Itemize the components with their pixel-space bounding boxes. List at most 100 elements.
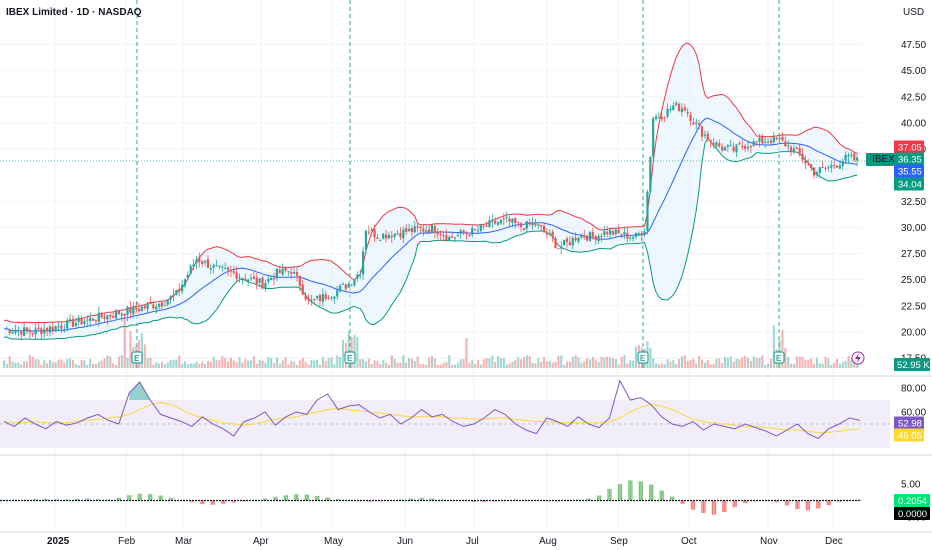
macd-histogram-bar [544,500,547,502]
candle-body [830,165,833,168]
macd-histogram-bar [565,500,567,501]
volume-bar [112,363,115,368]
volume-bar [841,361,844,368]
price-badge-bg [894,152,924,166]
macd-histogram-bar [461,500,463,502]
earnings-marker-icon[interactable]: E [131,351,143,364]
volume-bar [364,361,368,368]
macd-histogram-bar [158,495,160,501]
volume-bar [735,358,738,368]
volume-bar [606,356,609,368]
candle-body [680,108,684,113]
rsi-badge: 52.98 [898,419,922,430]
candle-body [137,308,141,311]
price-tick-label: 42.50 [901,92,926,103]
candle-body [560,246,563,249]
candle-body [321,294,324,302]
candle-body [769,140,773,144]
candle-body [502,218,505,220]
candle-body [692,122,695,125]
volume-bar [755,357,758,368]
candle-body [77,317,80,322]
volume-bar [531,362,534,368]
candle-body [436,231,439,235]
candle-body [744,146,747,149]
volume-bar [31,356,34,368]
bollinger-fill [4,43,858,340]
volume-bar [382,359,385,368]
volume-bar [419,364,422,368]
earnings-marker-icon[interactable]: E [637,351,649,364]
candle-body [270,278,273,281]
volume-bar [186,364,189,368]
volume-bar [459,359,462,368]
volume-bar [123,318,126,368]
bb-upper-badge: 37.05 [898,143,922,154]
candle-body [847,154,850,157]
currency-label[interactable]: USD [903,7,924,18]
candle-body [68,319,72,322]
macd-histogram-bar [431,498,433,501]
volume-bar [663,364,666,368]
volume-bar [749,361,752,368]
volume-bar [497,356,500,368]
candle-body [703,134,706,136]
volume-bar [192,363,195,368]
candle-body [252,276,256,279]
x-tick-label: Apr [253,536,269,547]
volume-bar [657,364,660,368]
bollinger-bands [3,42,858,340]
candle-body [180,284,184,292]
macd-histogram-bar [735,500,737,508]
bb-upper-badge-bg [894,140,924,154]
macd-histogram-bar [368,500,371,502]
candle-body [505,217,508,219]
volume-bar [295,364,299,368]
earnings-marker-icon[interactable]: E [344,351,356,364]
candle-body [488,220,491,227]
volume-bar [5,364,8,368]
candle-body [419,226,422,229]
earnings-marker-frame [637,351,649,364]
volume-bar [339,357,342,368]
candle-body [494,220,497,224]
volume-bar [416,356,419,368]
candle-body [367,231,370,233]
volume-bar [244,358,247,368]
volume-bar [672,359,675,368]
candle-body [209,267,212,270]
volume-bar [189,363,192,368]
candle-body [433,226,436,233]
macd-histogram-bar [702,500,705,514]
candle-body [215,265,218,267]
rsi-tick-label: 80.00 [901,384,926,395]
volume-bar [517,357,520,368]
volume-bar [379,364,382,368]
macd-histogram-bar [294,494,296,501]
candle-body [201,261,204,264]
volume-bar [566,361,569,368]
candle-body [57,326,60,328]
candle-body [91,318,95,321]
macd-histogram-bar [722,500,724,513]
volume-bar [405,362,408,368]
volume-bar [600,356,603,368]
candle-body [28,329,31,333]
bb-basis-badge: 35.55 [898,167,922,178]
macd-histogram-bar [283,495,286,501]
macd-histogram-bar [98,499,101,501]
volume-bar [836,358,839,368]
macd-histogram-bar [669,496,672,501]
macd-histogram-bar [680,500,682,504]
bollinger-upper-line [3,42,858,324]
volume-bar [732,361,735,368]
volume-bar [160,361,164,368]
candle-body [152,304,155,309]
earnings-marker-icon[interactable]: E [773,351,785,364]
volume-bar [431,356,434,368]
macd-histogram-bar [798,500,800,510]
candle-body [284,267,287,271]
candle-body [272,277,276,280]
